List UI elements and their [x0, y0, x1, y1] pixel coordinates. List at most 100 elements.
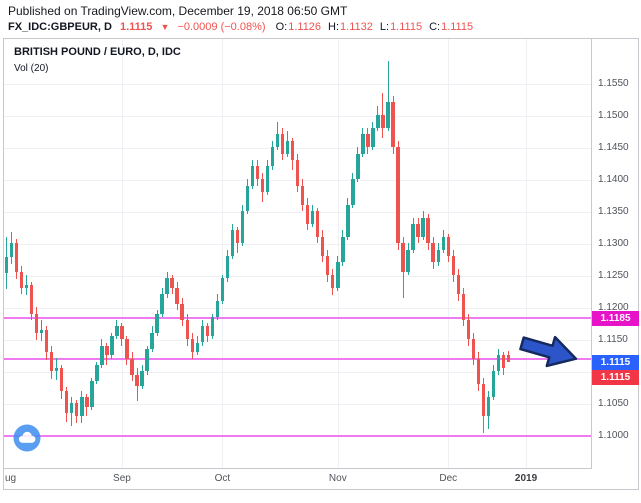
- time-tick-label: Nov: [328, 473, 347, 484]
- candle-body: [230, 230, 235, 257]
- candle-body: [351, 179, 355, 205]
- time-axis[interactable]: ug Sep Oct Nov Dec 2019: [4, 469, 592, 489]
- candle-body: [300, 185, 305, 205]
- candle-body: [29, 284, 34, 314]
- candle-body: [215, 300, 220, 317]
- candle-body: [326, 256, 330, 276]
- candle-body: [466, 320, 471, 340]
- candle-body: [80, 396, 84, 417]
- candle-body: [275, 134, 280, 148]
- candle-body: [386, 102, 390, 128]
- candle-body: [371, 128, 375, 148]
- candle-body: [245, 185, 250, 212]
- candle-body: [65, 390, 69, 413]
- grid-line-vertical: [121, 39, 123, 468]
- candle-body: [24, 284, 29, 289]
- candle-body: [39, 329, 44, 333]
- candle-body: [125, 339, 129, 359]
- ohlc-value: 1.1126: [288, 21, 322, 33]
- arrow-annotation[interactable]: [518, 331, 582, 379]
- grid-line-horizontal: [4, 147, 591, 149]
- candle-body: [290, 140, 295, 160]
- published-line: Published on TradingView.com, December 1…: [8, 4, 348, 18]
- candle-body: [250, 166, 255, 186]
- candle-body: [341, 236, 345, 263]
- chart-widget: BRITISH POUND / EURO, D, IDC Vol (20) 1.…: [3, 38, 639, 490]
- candle-body: [135, 374, 139, 387]
- horizontal-price-line[interactable]: [4, 434, 591, 437]
- last-price: 1.1115: [119, 21, 153, 33]
- candle-body: [451, 256, 455, 276]
- time-tick-label: Sep: [113, 473, 131, 484]
- candle-body: [316, 211, 320, 237]
- price-axis-label: 1.1115: [592, 370, 639, 386]
- ohlc-value: 1.1132: [340, 21, 373, 33]
- candle-body: [381, 115, 385, 128]
- horizontal-price-line[interactable]: [4, 358, 591, 361]
- candle-body: [295, 160, 300, 186]
- tradingview-logo[interactable]: [12, 423, 42, 453]
- candle-body: [476, 358, 481, 385]
- candle-body: [9, 242, 14, 257]
- price-tick-label: 1.1000: [598, 429, 629, 441]
- candle-body: [426, 217, 430, 244]
- price-change: −0.0009 (−0.08%): [177, 21, 266, 33]
- chart-legend: BRITISH POUND / EURO, D, IDC Vol (20): [14, 46, 181, 74]
- candle-body: [406, 249, 410, 273]
- candle-body: [49, 352, 54, 372]
- candle-body: [285, 140, 290, 154]
- candle-body: [90, 380, 94, 407]
- candle-body: [401, 243, 405, 273]
- candle-body: [4, 256, 9, 273]
- candle-body: [60, 368, 64, 391]
- candle-body: [421, 217, 425, 237]
- grid-line-horizontal: [4, 83, 591, 85]
- candle-body: [180, 304, 184, 321]
- time-tick-label: ug: [4, 473, 17, 484]
- candle-wick: [387, 61, 389, 132]
- candle-body: [255, 166, 260, 180]
- ohlc-label: O:: [275, 21, 288, 33]
- candle-body: [481, 384, 486, 417]
- price-tick-label: 1.1200: [598, 301, 629, 313]
- symbol-name[interactable]: FX_IDC:GBPEUR, D: [8, 21, 112, 33]
- candle-body: [130, 358, 134, 375]
- candle-body: [34, 313, 39, 333]
- candle-body: [321, 236, 325, 257]
- price-tick-label: 1.1250: [598, 269, 629, 281]
- candle-body: [280, 134, 285, 154]
- horizontal-price-line[interactable]: [4, 316, 591, 319]
- price-tick-label: 1.1300: [598, 237, 629, 249]
- grid-line-horizontal: [4, 339, 591, 341]
- price-tick-label: 1.1450: [598, 141, 629, 153]
- price-axis[interactable]: 1.10001.10501.11001.11501.12001.12501.13…: [592, 39, 639, 469]
- ohlc-values: O:1.1126 H:1.1132 L:1.1115 C:1.1115: [269, 21, 474, 33]
- chart-legend-title[interactable]: BRITISH POUND / EURO, D, IDC: [14, 46, 181, 58]
- candle-body: [100, 345, 104, 365]
- candle-body: [461, 294, 465, 321]
- candle-body: [140, 371, 144, 387]
- candle-body: [471, 339, 476, 359]
- candle-body: [110, 336, 114, 356]
- time-tick-label: Oct: [214, 473, 231, 484]
- candle-body: [115, 326, 119, 337]
- candle-body: [14, 242, 19, 273]
- candle-body: [220, 278, 225, 301]
- candle-body: [331, 275, 335, 289]
- candle-body: [19, 272, 24, 289]
- grid-line-vertical: [222, 39, 224, 468]
- grid-line-horizontal: [4, 275, 591, 277]
- candle-body: [185, 320, 189, 340]
- price-axis-label: 1.1185: [592, 310, 639, 326]
- candle-body: [346, 204, 350, 237]
- grid-line-horizontal: [4, 115, 591, 117]
- grid-line-vertical: [526, 39, 528, 468]
- chart-plot-area[interactable]: BRITISH POUND / EURO, D, IDC Vol (20): [4, 39, 592, 469]
- cloud-icon: [18, 431, 36, 443]
- ohlc-value: 1.1115: [441, 21, 474, 33]
- candle-body: [416, 224, 420, 237]
- volume-indicator-label[interactable]: Vol (20): [14, 63, 49, 74]
- ohlc-label: L:: [379, 21, 390, 33]
- change-down-icon: ▼: [160, 22, 170, 32]
- candle-body: [391, 102, 395, 148]
